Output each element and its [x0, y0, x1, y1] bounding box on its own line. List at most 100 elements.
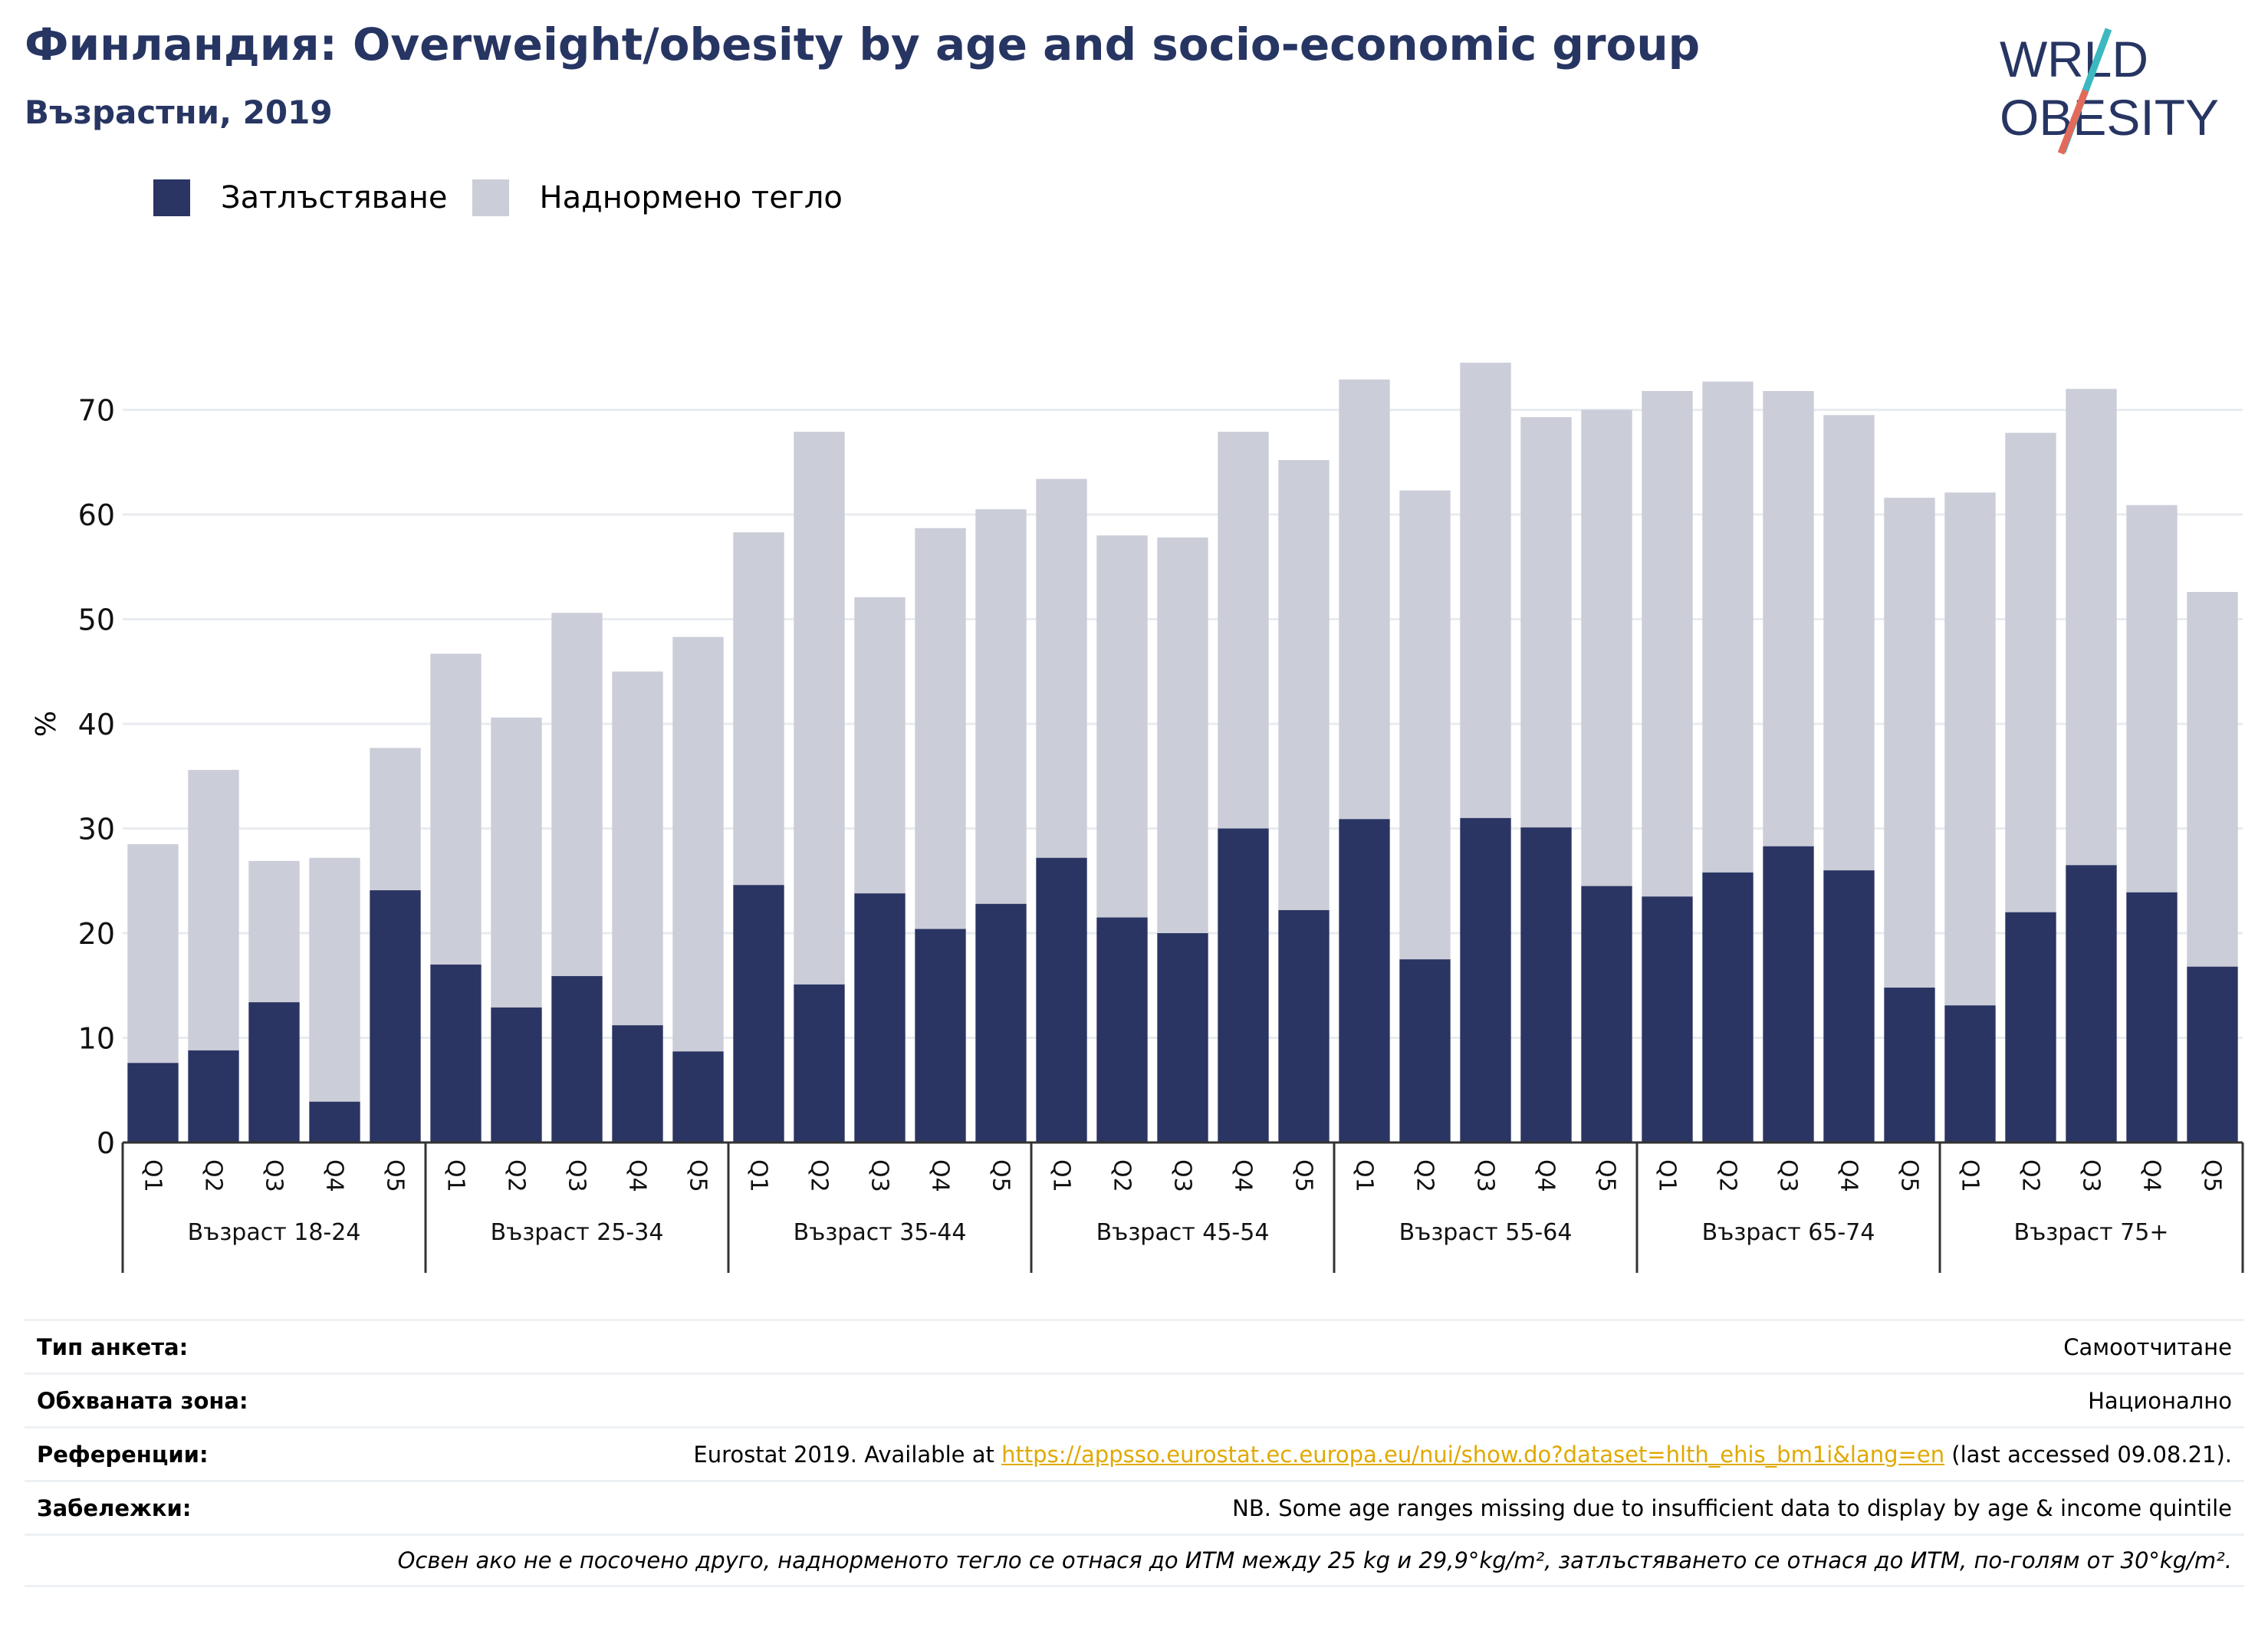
- info-row-survey-type: Тип анкета: Самоотчитане: [25, 1319, 2244, 1373]
- bar-overweight: [1399, 490, 1451, 960]
- coverage-value: Национално: [2088, 1387, 2232, 1414]
- bar-obesity: [309, 1101, 360, 1142]
- bar-overweight: [1702, 381, 1754, 873]
- stacked-bar-chart: 0 10 20 30 40 50 60 70% Q1 Q2 Q3 Q4 Q5 Възраст 18-24 Q…: [31, 363, 2244, 1273]
- bar-overweight: [1339, 379, 1390, 820]
- bar-obesity: [1823, 870, 1875, 1142]
- svg-text:OBESITY: OBESITY: [2000, 89, 2219, 146]
- references-prefix: Eurostat 2019. Available at: [693, 1441, 994, 1468]
- x-tick-label: Q1: [1654, 1159, 1681, 1192]
- bar-obesity: [1884, 987, 1935, 1142]
- bar-obesity: [1218, 828, 1269, 1142]
- bar-obesity: [551, 975, 603, 1142]
- references-link[interactable]: https://appsso.eurostat.ec.europa.eu/nui…: [1001, 1441, 1945, 1468]
- bar-obesity: [612, 1025, 663, 1142]
- references-value: Eurostat 2019. Available at https://apps…: [693, 1442, 2232, 1468]
- info-row-definition: Освен ако не е посочено друго, наднормен…: [25, 1534, 2244, 1587]
- y-tick-label: 50: [78, 603, 115, 637]
- page-title: Финландия: Overweight/obesity by age and…: [25, 18, 1701, 71]
- bar-overweight: [127, 843, 179, 1064]
- x-tick-label: Q2: [2017, 1159, 2044, 1192]
- x-tick-label: Q4: [1836, 1159, 1862, 1192]
- bar-overweight: [1036, 478, 1087, 858]
- group-label: Възраст 65-74: [1702, 1219, 1875, 1246]
- group-label: Възраст 25-34: [491, 1219, 664, 1246]
- notes-value: NB. Some age ranges missing due to insuf…: [1232, 1494, 2232, 1521]
- x-tick-label: Q5: [382, 1159, 409, 1192]
- x-tick-label: Q2: [503, 1159, 530, 1192]
- x-tick-label: Q4: [2138, 1159, 2165, 1192]
- x-tick-label: Q5: [1593, 1159, 1620, 1192]
- bar-overweight: [1581, 409, 1632, 886]
- bar-obesity: [915, 929, 966, 1142]
- x-tick-label: Q3: [866, 1159, 893, 1192]
- info-row-notes: Забележки: NB. Some age ranges missing d…: [25, 1480, 2244, 1534]
- x-tick-label: Q4: [321, 1159, 348, 1192]
- x-tick-label: Q1: [140, 1159, 166, 1192]
- bar-overweight: [2005, 432, 2056, 912]
- bar-obesity: [1339, 819, 1390, 1142]
- x-tick-label: Q4: [1230, 1159, 1257, 1192]
- survey-type-value: Самоотчитане: [2063, 1333, 2232, 1360]
- x-tick-label: Q1: [745, 1159, 772, 1192]
- y-tick-label: 20: [78, 917, 115, 951]
- bar-overweight: [2066, 389, 2117, 866]
- bar-obesity: [248, 1002, 300, 1142]
- bar-overweight: [188, 770, 239, 1050]
- bar-obesity: [1581, 886, 1632, 1142]
- bar-obesity: [370, 890, 421, 1142]
- group-label: Възраст 18-24: [188, 1219, 361, 1246]
- info-table: Тип анкета: Самоотчитане Обхваната зона:…: [25, 1319, 2244, 1587]
- x-tick-label: Q4: [624, 1159, 651, 1192]
- legend-label-overweight: Наднормено тегло: [539, 180, 843, 215]
- bar-overweight: [551, 613, 603, 976]
- bar-obesity: [2005, 912, 2056, 1142]
- page-subtitle: Възрастни, 2019: [25, 94, 333, 131]
- bar-overweight: [672, 636, 724, 1052]
- bar-overweight: [1460, 363, 1511, 818]
- bar-overweight: [1944, 492, 1996, 1006]
- x-tick-label: Q3: [1472, 1159, 1499, 1192]
- bar-obesity: [430, 964, 482, 1142]
- bar-obesity: [491, 1007, 542, 1142]
- bar-obesity: [1702, 872, 1754, 1142]
- info-row-references: Референции: Eurostat 2019. Available at …: [25, 1426, 2244, 1480]
- bar-obesity: [975, 903, 1027, 1142]
- group-label: Възраст 35-44: [794, 1219, 967, 1246]
- bar-obesity: [1096, 917, 1148, 1142]
- x-tick-label: Q2: [1109, 1159, 1136, 1192]
- group-label: Възраст 45-54: [1096, 1219, 1270, 1246]
- bar-overweight: [1884, 498, 1935, 988]
- x-tick-label: Q3: [1775, 1159, 1802, 1192]
- x-tick-label: Q4: [1533, 1159, 1560, 1192]
- bar-overweight: [370, 748, 421, 891]
- references-label: Референции:: [37, 1441, 209, 1468]
- bar-obesity: [672, 1051, 724, 1142]
- bar-obesity: [1642, 896, 1693, 1142]
- x-tick-label: Q1: [1957, 1159, 1984, 1192]
- bar-obesity: [794, 984, 845, 1142]
- bar-overweight: [1278, 460, 1330, 910]
- legend-label-obesity: Затлъстяване: [221, 180, 448, 215]
- x-tick-label: Q5: [988, 1159, 1014, 1192]
- x-tick-label: Q3: [261, 1159, 288, 1192]
- bar-obesity: [1460, 817, 1511, 1142]
- y-tick-label: 60: [78, 498, 115, 532]
- x-tick-label: Q5: [1290, 1159, 1317, 1192]
- legend-swatch-overweight: [472, 179, 509, 216]
- bar-overweight: [794, 432, 845, 985]
- x-tick-label: Q5: [1896, 1159, 1923, 1192]
- bar-overweight: [854, 597, 906, 894]
- x-tick-label: Q5: [2199, 1159, 2226, 1192]
- survey-type-label: Тип анкета:: [37, 1333, 189, 1360]
- bar-obesity: [2126, 892, 2178, 1142]
- x-tick-label: Q2: [200, 1159, 227, 1192]
- x-tick-label: Q4: [927, 1159, 954, 1192]
- x-tick-label: Q1: [1048, 1159, 1075, 1192]
- world-obesity-logo: W RLD OBESITY: [2000, 28, 2219, 155]
- bar-obesity: [1520, 827, 1572, 1142]
- bar-obesity: [1399, 959, 1451, 1142]
- bar-overweight: [2126, 505, 2178, 893]
- bar-overweight: [1096, 535, 1148, 918]
- logo-slash-coral: [2057, 89, 2089, 155]
